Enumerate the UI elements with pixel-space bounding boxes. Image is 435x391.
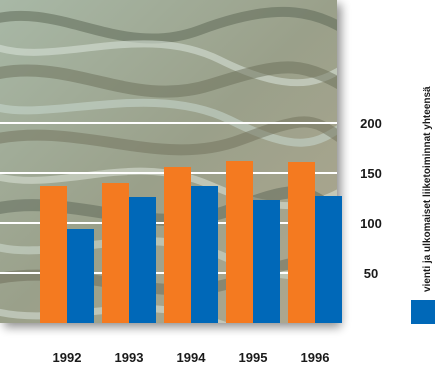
y-tick-label-100: 100 bbox=[360, 216, 382, 231]
bar-series1-1995 bbox=[226, 161, 253, 323]
bar-series2-1993 bbox=[129, 197, 156, 323]
bar-series1-1993 bbox=[102, 183, 129, 323]
x-tick-label-1995: 1995 bbox=[239, 350, 268, 365]
bar-series1-1994 bbox=[164, 167, 191, 323]
y-tick-label-200: 200 bbox=[360, 116, 382, 131]
x-tick-label-1992: 1992 bbox=[53, 350, 82, 365]
y-tick-label-50: 50 bbox=[364, 266, 378, 281]
legend-label-series-2: vienti ja ulkomaiset liiketoiminnat yhte… bbox=[422, 86, 433, 292]
bar-series1-1992 bbox=[40, 186, 67, 323]
bar-series2-1994 bbox=[191, 186, 218, 323]
bar-series2-1995 bbox=[253, 200, 280, 323]
legend-swatch-series-2 bbox=[411, 300, 435, 324]
x-tick-label-1994: 1994 bbox=[177, 350, 207, 365]
x-tick-label-1996: 1996 bbox=[301, 350, 330, 365]
x-tick-label-1993: 1993 bbox=[115, 350, 144, 365]
bar-series1-1996 bbox=[288, 162, 315, 323]
bar-series2-1992 bbox=[67, 229, 94, 323]
bar-series2-1996 bbox=[315, 196, 342, 323]
y-tick-label-150: 150 bbox=[360, 166, 382, 181]
